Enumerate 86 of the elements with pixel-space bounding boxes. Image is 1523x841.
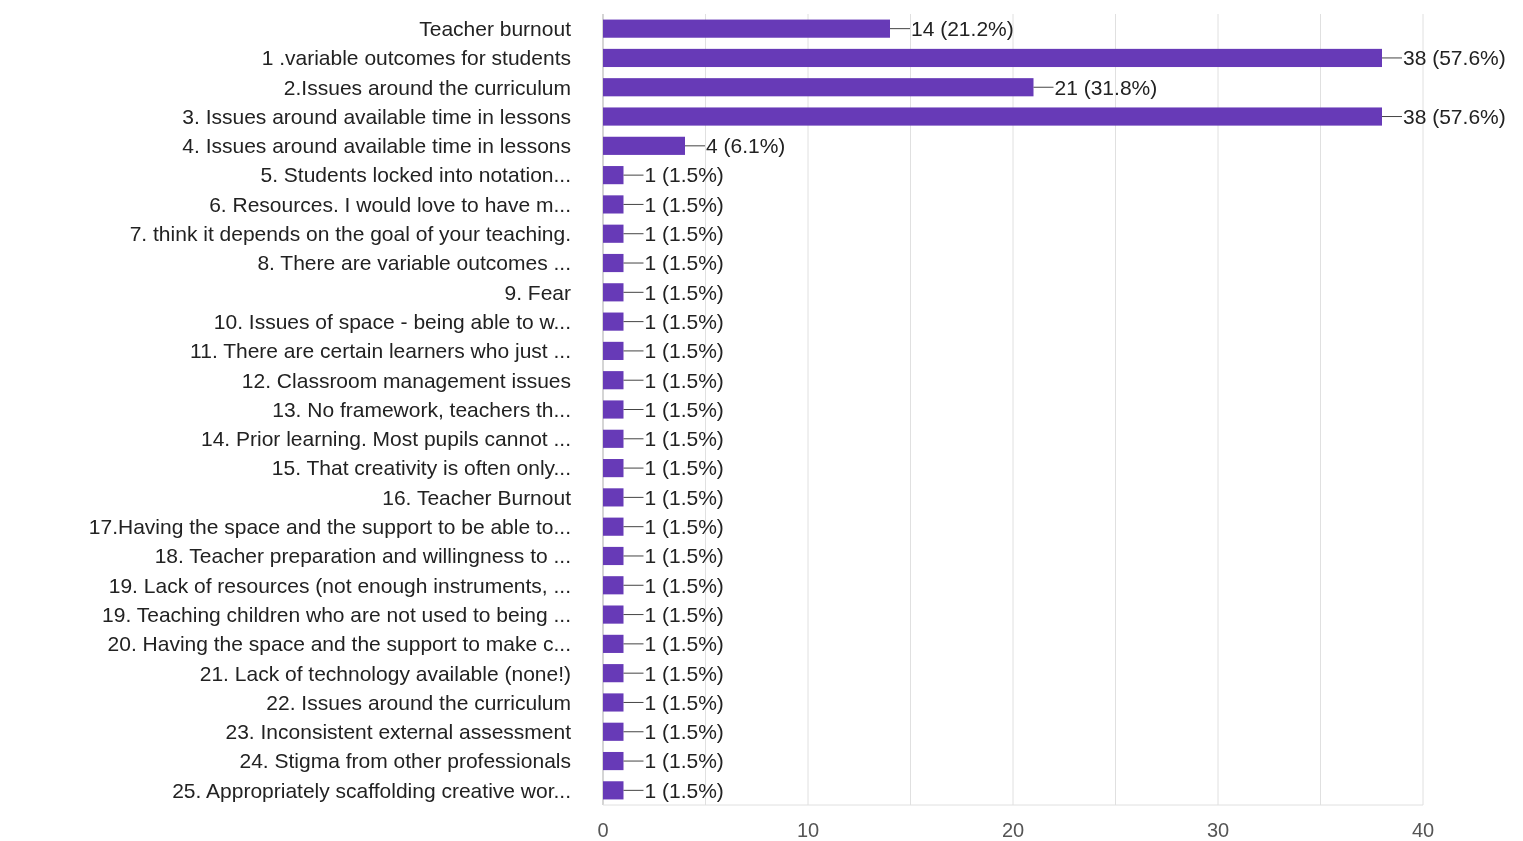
- data-label: 1 (1.5%): [644, 397, 724, 421]
- data-label: 1 (1.5%): [644, 192, 724, 216]
- x-tick-label: 10: [796, 819, 820, 841]
- bar: [603, 429, 624, 448]
- y-tick-label: 15. That creativity is often only...: [271, 456, 571, 480]
- data-label: 1 (1.5%): [644, 778, 724, 802]
- data-label: 14 (21.2%): [911, 17, 1014, 40]
- bar: [603, 781, 624, 800]
- y-tick-label: 1 .variable outcomes for students: [261, 46, 571, 70]
- data-label: 1 (1.5%): [644, 368, 724, 392]
- bar: [603, 664, 624, 683]
- y-tick-label: 13. No framework, teachers th...: [272, 397, 571, 421]
- data-label: 1 (1.5%): [644, 661, 724, 685]
- y-tick-label: 22. Issues around the curriculum: [266, 690, 571, 714]
- x-tick-label: 20: [1001, 819, 1025, 841]
- bar: [603, 576, 624, 595]
- y-tick-label: Teacher burnout: [419, 17, 572, 40]
- x-tick-label: 0: [597, 819, 609, 841]
- y-tick-label: 21. Lack of technology available (none!): [199, 661, 571, 685]
- data-label: 1 (1.5%): [644, 427, 724, 451]
- bar: [603, 517, 624, 536]
- bar: [603, 751, 624, 771]
- bar: [603, 312, 624, 331]
- data-label: 38 (57.6%): [1403, 104, 1506, 128]
- y-tick-label: 4. Issues around available time in lessons: [182, 134, 571, 158]
- bar: [603, 400, 624, 419]
- y-tick-label: 16. Teacher Burnout: [382, 485, 572, 509]
- y-tick-label: 17.Having the space and the support to be able to...: [88, 515, 571, 539]
- y-tick-label: 11. There are certain learners who just ...: [190, 339, 571, 363]
- y-tick-label: 6. Resources. I would love to have m...: [209, 192, 571, 216]
- bar: [603, 48, 1382, 68]
- data-label: 1 (1.5%): [644, 720, 724, 744]
- data-label: 1 (1.5%): [644, 690, 724, 714]
- bar: [603, 19, 890, 38]
- bar: [603, 634, 624, 653]
- data-label: 1 (1.5%): [644, 280, 724, 304]
- x-tick-label: 30: [1206, 819, 1230, 841]
- bar: [603, 107, 1382, 126]
- y-tick-label: 7. think it depends on the goal of your teaching.: [129, 222, 571, 246]
- x-tick-label: 40: [1411, 819, 1435, 841]
- y-tick-label: 24. Stigma from other professionals: [239, 749, 571, 773]
- bar: [603, 224, 624, 243]
- y-tick-label: 14. Prior learning. Most pupils cannot ...: [200, 427, 571, 451]
- data-label: 1 (1.5%): [644, 515, 724, 539]
- y-tick-label: 5. Students locked into notation...: [260, 163, 571, 187]
- bar: [603, 459, 624, 478]
- data-label: 21 (31.8%): [1054, 75, 1158, 99]
- bar: [603, 78, 1034, 97]
- y-tick-label: 18. Teacher preparation and willingness to ...: [154, 544, 571, 568]
- bar: [603, 693, 624, 712]
- y-tick-label: 3. Issues around available time in lessons: [182, 104, 571, 128]
- y-tick-label: 25. Appropriately scaffolding creative wor...: [172, 778, 571, 802]
- data-label: 4 (6.1%): [706, 134, 786, 158]
- y-tick-label: 12. Classroom management issues: [241, 368, 571, 392]
- y-tick-label: 2.Issues around the curriculum: [283, 75, 571, 99]
- bar: [603, 341, 624, 360]
- y-tick-label: 9. Fear: [504, 280, 571, 304]
- data-label: 1 (1.5%): [644, 251, 724, 275]
- y-tick-label: 19. Teaching children who are not used to being ...: [102, 602, 571, 626]
- y-tick-label: 8. There are variable outcomes ...: [257, 251, 571, 275]
- bar: [603, 371, 624, 390]
- bar: [603, 488, 624, 507]
- bar: [603, 166, 624, 185]
- bar: [603, 283, 624, 302]
- data-label: 1 (1.5%): [644, 544, 724, 568]
- data-label: 1 (1.5%): [644, 456, 724, 480]
- bar: [603, 546, 624, 566]
- data-label: 1 (1.5%): [644, 632, 724, 656]
- data-label: 1 (1.5%): [644, 485, 724, 509]
- bar: [603, 253, 624, 273]
- data-label: 1 (1.5%): [644, 573, 724, 597]
- bar: [603, 605, 624, 624]
- data-label: 38 (57.6%): [1403, 46, 1506, 70]
- data-label: 1 (1.5%): [644, 222, 724, 246]
- y-tick-label: 20. Having the space and the support to make c...: [107, 632, 571, 656]
- y-tick-label: 19. Lack of resources (not enough instruments, ...: [108, 573, 571, 597]
- y-tick-label: 10. Issues of space - being able to w...: [213, 309, 571, 333]
- data-label: 1 (1.5%): [644, 602, 724, 626]
- data-label: 1 (1.5%): [644, 309, 724, 333]
- bar: [603, 195, 624, 214]
- data-label: 1 (1.5%): [644, 339, 724, 363]
- bar: [603, 136, 685, 155]
- bar: [603, 722, 624, 741]
- data-label: 1 (1.5%): [644, 163, 724, 187]
- y-tick-label: 23. Inconsistent external assessment: [225, 720, 572, 744]
- data-label: 1 (1.5%): [644, 749, 724, 773]
